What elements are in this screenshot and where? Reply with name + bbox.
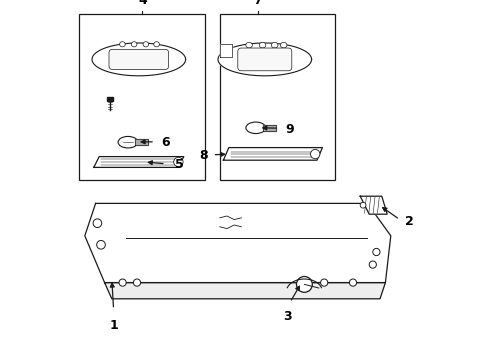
Circle shape — [369, 261, 376, 268]
Polygon shape — [263, 125, 275, 131]
Polygon shape — [135, 139, 148, 145]
Polygon shape — [94, 157, 184, 167]
Polygon shape — [104, 283, 386, 299]
Polygon shape — [220, 44, 232, 57]
FancyBboxPatch shape — [238, 48, 292, 71]
Polygon shape — [360, 196, 387, 214]
Text: 6: 6 — [162, 136, 170, 149]
Bar — [79, 14, 205, 180]
Text: 3: 3 — [283, 310, 292, 323]
Circle shape — [296, 276, 312, 292]
Ellipse shape — [131, 42, 137, 47]
Ellipse shape — [246, 42, 252, 48]
Text: 4: 4 — [138, 0, 147, 7]
Ellipse shape — [118, 136, 138, 148]
Ellipse shape — [120, 42, 125, 47]
Text: 2: 2 — [405, 215, 414, 228]
Bar — [220, 14, 335, 180]
Ellipse shape — [143, 42, 148, 47]
Circle shape — [311, 149, 320, 159]
Circle shape — [97, 240, 105, 249]
Ellipse shape — [271, 42, 278, 48]
Text: 8: 8 — [199, 149, 208, 162]
Circle shape — [360, 202, 366, 208]
FancyBboxPatch shape — [109, 49, 169, 69]
Ellipse shape — [246, 122, 266, 134]
Text: 1: 1 — [109, 319, 118, 332]
Circle shape — [174, 157, 183, 167]
Ellipse shape — [259, 42, 266, 48]
Polygon shape — [107, 97, 113, 101]
Circle shape — [133, 279, 141, 286]
Polygon shape — [92, 43, 186, 76]
Circle shape — [349, 279, 357, 286]
Text: 9: 9 — [285, 123, 294, 136]
Ellipse shape — [280, 42, 287, 48]
Polygon shape — [223, 148, 322, 160]
Text: 5: 5 — [175, 158, 184, 171]
Polygon shape — [218, 43, 312, 76]
Text: 7: 7 — [253, 0, 262, 7]
Circle shape — [320, 279, 328, 286]
Circle shape — [93, 219, 102, 228]
Circle shape — [119, 279, 126, 286]
Circle shape — [373, 248, 380, 256]
Polygon shape — [85, 203, 391, 283]
Ellipse shape — [154, 42, 159, 47]
